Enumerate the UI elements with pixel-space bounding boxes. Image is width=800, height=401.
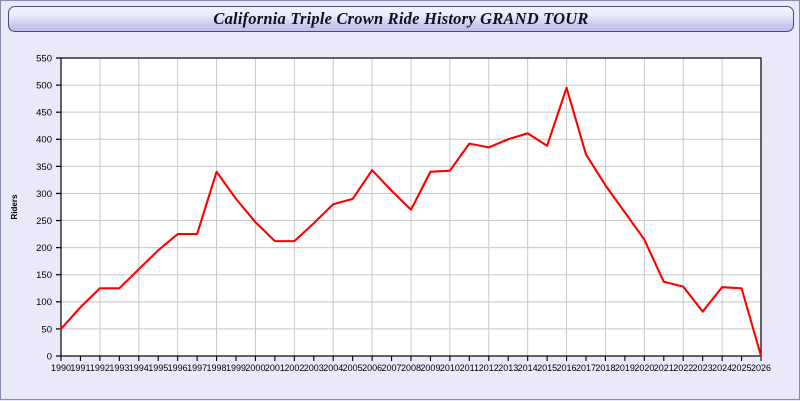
x-tick-label: 2004 — [323, 363, 343, 373]
y-tick-label: 450 — [36, 108, 52, 119]
x-tick-label: 1994 — [129, 363, 149, 373]
y-tick-label: 350 — [36, 162, 52, 173]
x-tick-label: 2001 — [265, 363, 285, 373]
x-tick-label: 2024 — [712, 363, 732, 373]
x-tick-label: 1992 — [90, 363, 110, 373]
x-tick-label: 2021 — [654, 363, 674, 373]
y-tick-label: 50 — [41, 324, 52, 335]
x-tick-label: 2009 — [420, 363, 440, 373]
x-tick-label: 1995 — [148, 363, 168, 373]
x-tick-label: 2012 — [479, 363, 499, 373]
y-tick-label: 150 — [36, 270, 52, 281]
x-tick-label: 1999 — [226, 363, 246, 373]
x-tick-label: 2013 — [498, 363, 518, 373]
x-tick-label: 2025 — [732, 363, 752, 373]
x-tick-label: 1993 — [109, 363, 129, 373]
y-axis-ticks: 0 50 100 150 200 250 300 350 400 450 500 550 — [36, 53, 61, 362]
x-tick-label: 1996 — [168, 363, 188, 373]
x-tick-label: 2008 — [401, 363, 421, 373]
x-tick-label: 2002 — [284, 363, 304, 373]
x-tick-label: 2011 — [460, 363, 479, 373]
y-tick-label: 400 — [36, 135, 52, 146]
x-tick-label: 2023 — [693, 363, 713, 373]
x-tick-label: 1997 — [187, 363, 207, 373]
y-tick-label: 200 — [36, 243, 52, 254]
y-tick-label: 500 — [36, 80, 52, 91]
x-tick-label: 1990 — [51, 363, 71, 373]
y-tick-label: 550 — [36, 53, 52, 64]
x-tick-label: 2018 — [595, 363, 615, 373]
x-tick-label: 1998 — [207, 363, 227, 373]
x-axis-ticks: 1990 1991 1992 1993 1994 1995 1996 1997 1998 1999… — [51, 356, 771, 373]
x-tick-label: 2014 — [518, 363, 538, 373]
data-series-riders — [59, 86, 763, 358]
y-axis-label: Riders — [10, 194, 19, 219]
y-tick-label: 100 — [36, 297, 52, 308]
x-tick-label: 2015 — [537, 363, 557, 373]
chart-canvas: 0 50 100 150 200 250 300 350 400 450 500 550 1990 19… — [1, 35, 800, 401]
x-tick-label: 2005 — [343, 363, 363, 373]
x-tick-label: 2020 — [634, 363, 654, 373]
x-tick-label: 2019 — [615, 363, 635, 373]
page-title: California Triple Crown Ride History GRA… — [213, 9, 589, 28]
x-tick-label: 2007 — [382, 363, 402, 373]
x-tick-label: 2000 — [245, 363, 265, 373]
x-tick-label: 2017 — [576, 363, 596, 373]
x-tick-label: 2003 — [304, 363, 324, 373]
y-tick-label: 0 — [47, 351, 52, 362]
x-tick-label: 2016 — [557, 363, 577, 373]
x-tick-label: 1991 — [70, 363, 90, 373]
window-title-bar: California Triple Crown Ride History GRA… — [8, 6, 794, 32]
x-tick-label: 2026 — [751, 363, 771, 373]
y-tick-label: 250 — [36, 216, 52, 227]
x-tick-label: 2006 — [362, 363, 382, 373]
x-tick-label: 2022 — [673, 363, 693, 373]
x-gridlines-group — [99, 58, 723, 356]
y-tick-label: 300 — [36, 189, 52, 200]
x-tick-label: 2010 — [440, 363, 460, 373]
